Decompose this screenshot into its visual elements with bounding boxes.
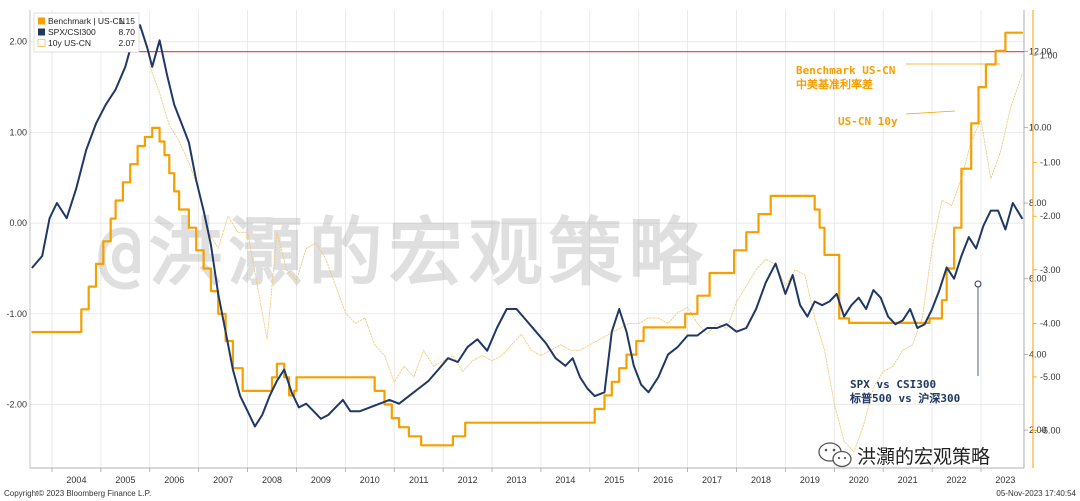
annotation-10y: US-CN 10y [838, 115, 898, 128]
x-axis: 2004 2005 2006 2007 2008 2009 2010 2011 2012 2013… [51, 468, 1015, 485]
legend-value-benchmark: 1.15 [118, 16, 135, 26]
watermark: @洪灝的宏观策略 [98, 210, 709, 296]
series-layer [31, 24, 1024, 453]
brand-badge: 洪灝的宏观策略 [818, 442, 990, 468]
annotation-benchmark-en: Benchmark US-CN [796, 64, 895, 77]
x-tick-label-2014: 2014 [555, 475, 575, 485]
series-spx-csi300-line [31, 24, 1023, 428]
legend-swatch-spx-csi300 [38, 28, 45, 36]
x-tick-label-2008: 2008 [262, 475, 282, 485]
wechat-icon [818, 442, 852, 468]
inner-right-tick-label-1: -1.00 [1040, 158, 1061, 168]
x-tick-label-2009: 2009 [311, 475, 331, 485]
legend-value-spx-csi300: 8.70 [118, 27, 135, 37]
annotation-spx-cn: 标普500 vs 沪深300 [849, 391, 960, 405]
series-10y-us-cn-line [149, 65, 1023, 453]
inner-right-tick-label-6: -6.00 [1040, 426, 1061, 436]
legend-label-10y: 10y US-CN [48, 38, 91, 48]
legend-box [33, 12, 140, 53]
annotation-benchmark-cn: 中美基准利率差 [796, 77, 873, 91]
x-tick-label-2020: 2020 [849, 475, 869, 485]
x-tick-label-2017: 2017 [702, 475, 722, 485]
inner-right-tick-label-0: 1.00 [1040, 51, 1058, 61]
annotation-leader-10y [905, 110, 956, 115]
footer-timestamp: 05-Nov-2023 17:40:54 [996, 489, 1076, 498]
left-tick-label-2: 0.00 [9, 218, 27, 228]
left-y-axis: 2.00 1.00 0.00 -1.00 -2.00 [6, 37, 27, 410]
x-tick-label-2016: 2016 [653, 475, 673, 485]
inner-right-y-axis: 1.00 -1.00 -2.00 -3.00 -4.00 -5.00 -6.00 [1033, 51, 1061, 436]
legend-swatch-benchmark [38, 17, 45, 25]
x-tick-label-2004: 2004 [66, 475, 86, 485]
x-tick-label-2022: 2022 [947, 475, 967, 485]
inner-right-tick-label-2: -2.00 [1040, 211, 1061, 221]
x-tick-label-2021: 2021 [898, 475, 918, 485]
left-tick-label-4: -2.00 [6, 400, 27, 410]
x-tick-label-2023: 2023 [995, 475, 1015, 485]
left-tick-label-0: 2.00 [9, 37, 27, 47]
x-tick-label-2019: 2019 [800, 475, 820, 485]
x-tick-label-2010: 2010 [360, 475, 380, 485]
inner-right-tick-label-4: -4.00 [1040, 318, 1061, 328]
gridlines [30, 10, 1024, 468]
x-tick-label-2007: 2007 [213, 475, 233, 485]
legend-label-benchmark: Benchmark | US-CN [48, 16, 125, 26]
x-tick-label-2005: 2005 [115, 475, 135, 485]
footer-copyright: Copyright© 2023 Bloomberg Finance L.P. [4, 489, 151, 498]
left-tick-label-1: 1.00 [9, 127, 27, 137]
annotations: Benchmark US-CN 中美基准利率差 US-CN 10y SPX vs… [796, 63, 1000, 405]
outer-right-tick-label-2: 8.00 [1029, 198, 1047, 208]
outer-right-tick-label-5: 2.00 [1029, 425, 1047, 435]
x-tick-label-2012: 2012 [458, 475, 478, 485]
brand-name: 洪灝的宏观策略 [857, 446, 990, 468]
outer-right-y-axis: 12.00 10.00 8.00 6.00 4.00 2.00 [1024, 47, 1052, 435]
annotation-spx-en: SPX vs CSI300 [850, 378, 936, 391]
legend-swatch-10y [37, 39, 46, 47]
outer-right-tick-label-4: 4.00 [1029, 349, 1047, 359]
outer-right-tick-label-3: 6.00 [1029, 274, 1047, 284]
legend-label-spx-csi300: SPX/CSI300 [48, 27, 96, 37]
x-tick-label-2006: 2006 [164, 475, 184, 485]
outer-right-tick-label-0: 12.00 [1029, 47, 1052, 57]
left-tick-label-3: -1.00 [6, 309, 27, 319]
series-benchmark-line [31, 31, 1024, 447]
annotation-marker-spx [974, 280, 982, 288]
x-tick-label-2018: 2018 [751, 475, 771, 485]
x-tick-label-2013: 2013 [506, 475, 526, 485]
legend-value-10y: 2.07 [118, 38, 135, 48]
outer-right-tick-label-1: 10.00 [1029, 122, 1052, 132]
x-tick-label-2015: 2015 [604, 475, 624, 485]
legend: Benchmark | US-CN 1.15 SPX/CSI300 8.70 1… [33, 12, 140, 53]
x-tick-label-2011: 2011 [409, 475, 428, 485]
inner-right-tick-label-5: -5.00 [1040, 372, 1061, 382]
inner-right-tick-label-3: -3.00 [1040, 265, 1061, 275]
